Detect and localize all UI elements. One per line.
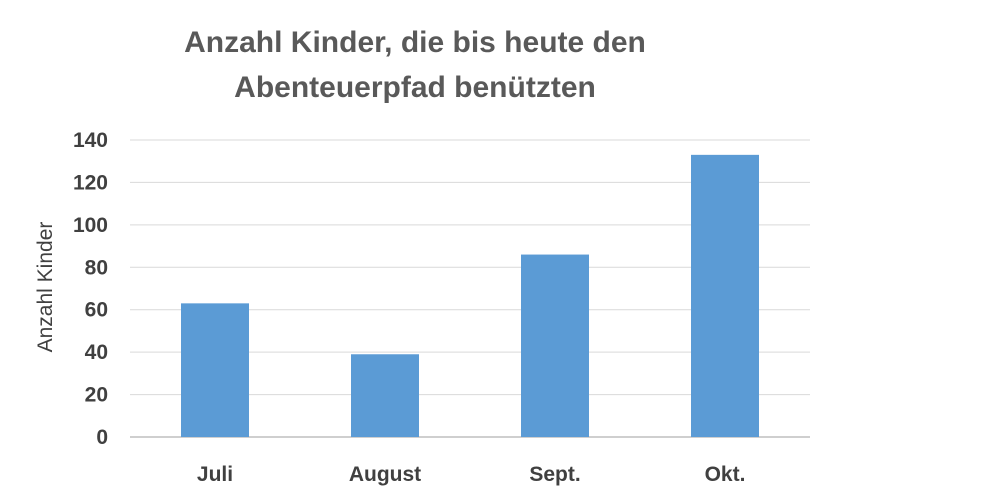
chart-title-line-2: Abenteuerpfad benützten [234,71,596,104]
bars [181,154,759,437]
y-tick-label: 120 [73,171,108,194]
y-tick-label: 140 [73,129,108,152]
x-tick-label: Juli [197,463,233,486]
x-tick-label: Sept. [529,463,580,486]
x-axis-tick-labels: Juli August Sept. Okt. [197,463,746,486]
bar-juli [181,303,249,437]
y-tick-label: 80 [85,256,108,279]
y-tick-label: 100 [73,214,108,237]
y-axis-tick-labels: 0 20 40 60 80 100 120 140 [73,129,108,449]
y-tick-label: 40 [85,341,108,364]
y-tick-label: 20 [85,384,108,407]
bar-okt [691,154,759,437]
x-tick-label: August [349,463,421,486]
y-tick-label: 0 [96,426,108,449]
y-tick-label: 60 [85,299,108,322]
x-tick-label: Okt. [705,463,746,486]
bar-sept [521,254,589,437]
bar-august [351,354,419,437]
chart-title-line-1: Anzahl Kinder, die bis heute den [184,26,646,59]
y-axis-title: Anzahl Kinder [34,222,57,353]
